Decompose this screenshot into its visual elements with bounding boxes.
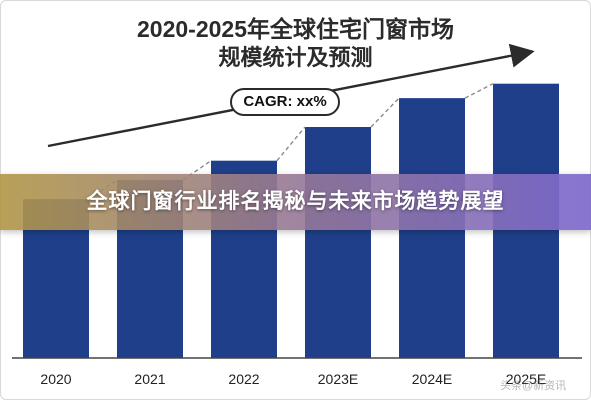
chart-title: 2020-2025年全球住宅门窗市场 <box>137 16 454 42</box>
connector-line <box>464 83 494 99</box>
chart-subtitle: 规模统计及预测 <box>218 45 373 70</box>
banner-headline[interactable]: 全球门窗行业排名揭秘与未来市场趋势展望 <box>86 190 505 213</box>
x-tick-label: 2025E <box>506 371 546 387</box>
x-tick-label: 2020 <box>40 371 71 387</box>
bar-2023E <box>305 127 371 358</box>
x-tick-label: 2022 <box>228 371 259 387</box>
connector-line <box>276 126 306 162</box>
overlay-banner[interactable]: 全球门窗行业排名揭秘与未来市场趋势展望 <box>0 174 591 230</box>
connector-line <box>182 160 212 181</box>
connector-line <box>370 97 400 128</box>
x-tick-label: 2024E <box>412 371 452 387</box>
x-tick-label: 2023E <box>318 371 358 387</box>
watermark-text: 头条@新资讯 <box>500 380 567 392</box>
x-tick-label: 2021 <box>134 371 165 387</box>
cagr-label: CAGR: xx% <box>230 88 340 116</box>
